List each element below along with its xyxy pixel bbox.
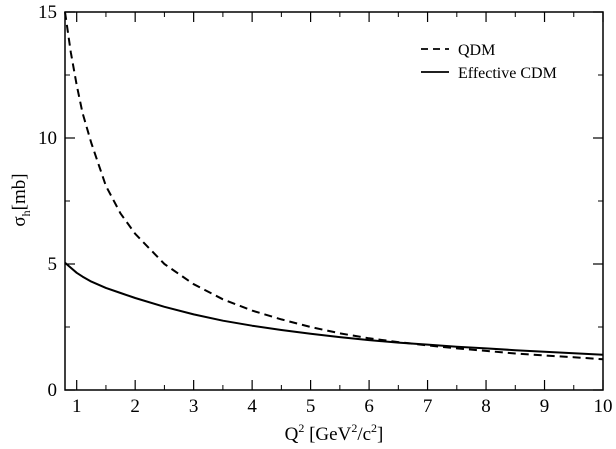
x-tick-label: 6 [364,396,374,417]
x-axis-label: Q2 [GeV2/c2] [285,421,384,445]
series-group [64,11,604,361]
tick-labels: 1 2 3 4 5 6 7 8 9 10 0 5 10 15 [38,2,613,417]
y-tick-label: 10 [38,128,57,149]
x-tick-label: 10 [594,396,613,417]
series-line-qdm [64,11,604,361]
x-tick-label: 5 [306,396,316,417]
legend: QDM Effective CDM [421,42,557,82]
y-axis-label: σh[mb] [9,173,33,226]
legend-label-qdm: QDM [458,42,495,59]
x-tick-label: 7 [423,396,433,417]
y-tick-label: 0 [48,380,58,401]
x-tick-label: 8 [481,396,491,417]
y-tick-label: 15 [38,2,57,23]
ticks [65,11,604,391]
x-tick-label: 4 [247,396,257,417]
legend-label-effective-cdm: Effective CDM [458,65,557,82]
x-tick-label: 1 [72,396,82,417]
y-tick-label: 5 [48,254,58,275]
x-tick-label: 3 [189,396,199,417]
x-tick-label: 9 [540,396,550,417]
x-tick-label: 2 [130,396,140,417]
series-line-effective-cdm [64,261,604,356]
